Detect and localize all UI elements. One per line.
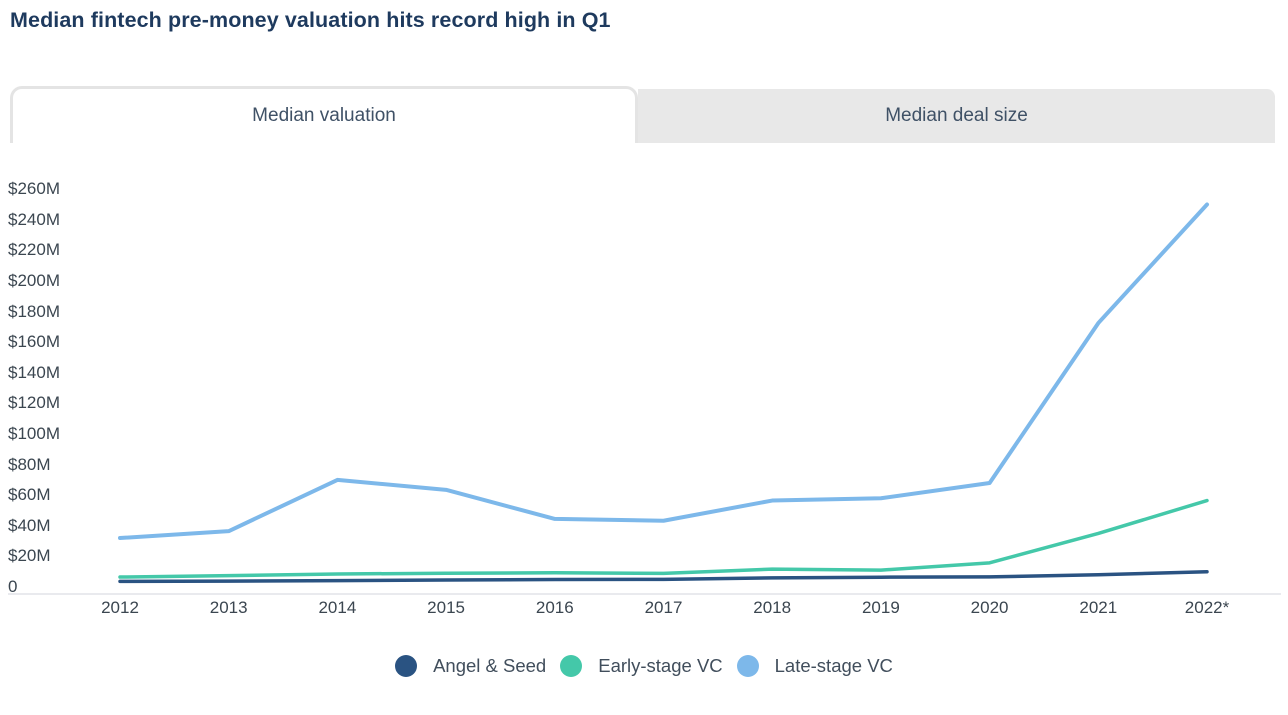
x-tick-label: 2015: [427, 598, 465, 617]
legend-label: Early-stage VC: [598, 655, 723, 676]
x-tick-label: 2020: [970, 598, 1009, 617]
x-tick-label: 2012: [101, 598, 139, 617]
y-tick-label: $20M: [8, 546, 51, 566]
y-tick-label: $40M: [8, 515, 51, 535]
legend-label: Late-stage VC: [774, 655, 893, 676]
y-tick-label: $160M: [8, 332, 60, 352]
y-tick-label: $80M: [8, 454, 51, 474]
tab-bar: Median valuation Median deal size: [10, 86, 1275, 152]
tab-median-deal-size[interactable]: Median deal size: [638, 89, 1275, 143]
y-tick-label: $140M: [8, 362, 60, 382]
line-chart: 0 $20M $40M $60M $80M $100M $120M $140M $160M $18…: [0, 143, 1288, 715]
legend-item-late-stage-vc[interactable]: Late-stage VC: [736, 655, 893, 677]
y-tick-label: $120M: [8, 393, 60, 413]
x-tick-label: 2013: [209, 598, 248, 617]
x-tick-label: 2014: [318, 598, 357, 617]
x-tick-label: 2022*: [1184, 598, 1230, 617]
legend-swatch-circle-icon: [560, 655, 583, 677]
tab-median-valuation[interactable]: Median valuation: [10, 86, 638, 152]
legend-item-angel-seed[interactable]: Angel & Seed: [395, 655, 546, 677]
y-tick-label: $260M: [8, 179, 60, 199]
y-tick-label: $60M: [8, 485, 51, 505]
legend-item-early-stage-vc[interactable]: Early-stage VC: [560, 655, 723, 677]
series-line-early-stage-vc: [118, 498, 1209, 579]
page-title: Median fintech pre-money valuation hits …: [10, 8, 611, 32]
y-tick-label: $240M: [8, 209, 60, 229]
series-line-angel-seed: [118, 569, 1209, 584]
x-tick-label: 2016: [535, 598, 574, 617]
x-tick-label: 2021: [1079, 598, 1118, 617]
series-line-late-stage-vc: [118, 202, 1209, 541]
plot-area: [8, 202, 1281, 595]
tab-label: Median deal size: [885, 105, 1028, 126]
y-tick-label: 0: [8, 577, 18, 596]
legend-swatch-circle-icon: [395, 655, 418, 677]
x-tick-label: 2019: [861, 598, 900, 617]
legend-swatch-circle-icon: [736, 655, 759, 677]
x-tick-label: 2018: [753, 598, 792, 617]
x-tick-label: 2017: [644, 598, 683, 617]
y-tick-label: $200M: [8, 271, 60, 290]
chart-legend: Angel & Seed Early-stage VC Late-stage VC: [0, 655, 1288, 677]
legend-label: Angel & Seed: [433, 655, 547, 676]
y-tick-label: $180M: [8, 301, 60, 321]
tab-label: Median valuation: [252, 105, 396, 126]
y-tick-label: $100M: [8, 424, 60, 443]
y-tick-label: $220M: [8, 240, 60, 260]
